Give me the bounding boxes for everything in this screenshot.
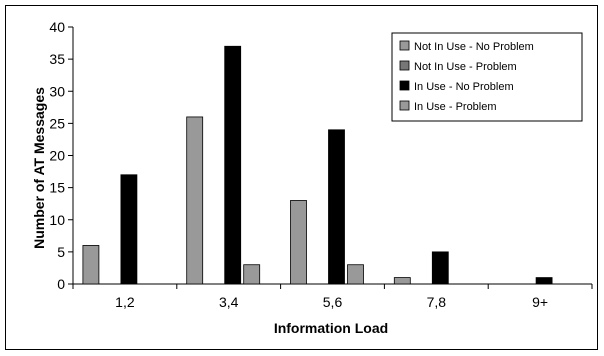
bar [431, 251, 449, 285]
bar [82, 245, 100, 285]
bar [347, 264, 364, 285]
y-axis-title-group: Number of AT Messages [31, 87, 47, 249]
bar [224, 45, 242, 285]
legend-box [391, 32, 583, 122]
y-tick-label: 20 [49, 148, 65, 164]
x-tick-label: 5,6 [323, 294, 343, 310]
y-tick-label: 40 [49, 19, 65, 35]
legend-label: Not In Use - Problem [414, 61, 517, 73]
x-tick-label: 3,4 [219, 294, 239, 310]
y-axis-title: Number of AT Messages [31, 87, 47, 249]
legend-label: In Use - No Problem [414, 81, 514, 93]
legend-swatch [399, 80, 410, 91]
y-tick-label: 10 [49, 212, 65, 228]
legend-swatch [399, 40, 410, 51]
y-tick-label: 5 [57, 244, 65, 260]
bar [328, 129, 345, 285]
y-tick-label: 35 [49, 51, 65, 67]
plot-area: 0 5 10 15 20 25 30 35 40 1,2 3,4 5,6 7,8 9+ [49, 19, 593, 310]
y-tick-label: 30 [49, 83, 65, 99]
y-tick-label: 25 [49, 115, 65, 131]
x-tick-label: 9+ [532, 294, 548, 310]
x-tick-label: 1,2 [115, 294, 135, 310]
legend-swatch [399, 60, 410, 71]
bar [290, 200, 307, 285]
bar [243, 264, 261, 285]
x-tick-label: 7,8 [427, 294, 447, 310]
legend-swatch [399, 100, 410, 111]
bar [186, 116, 204, 285]
legend-label: In Use - Problem [414, 101, 497, 113]
bar [120, 174, 138, 285]
y-tick-label: 0 [57, 276, 65, 292]
x-axis-title: Information Load [274, 320, 388, 336]
y-tick-label: 15 [49, 180, 65, 196]
legend: Not In Use - No Problem Not In Use - Prob… [391, 32, 583, 122]
legend-label: Not In Use - No Problem [414, 41, 534, 53]
bar [393, 277, 411, 285]
bar [535, 277, 553, 285]
